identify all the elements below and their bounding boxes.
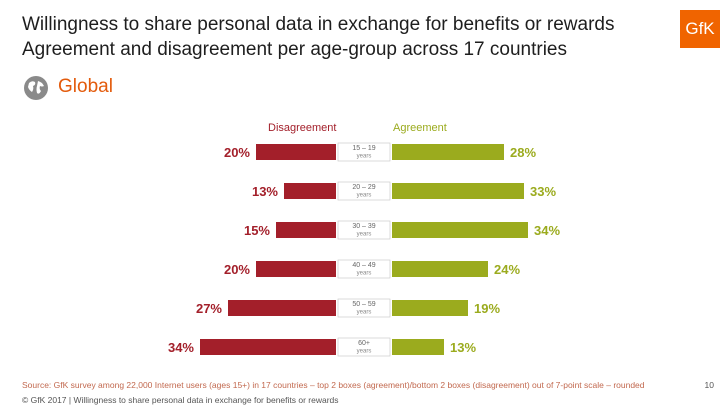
footer-text: © GfK 2017 | Willingness to share person… [22,395,339,405]
age-group-sublabel: years [357,310,372,316]
disagreement-bar [284,183,336,199]
age-group-sublabel: years [357,193,372,199]
age-group-sublabel: years [357,271,372,277]
page-title: Willingness to share personal data in ex… [22,12,615,62]
title-line-1: Willingness to share personal data in ex… [22,14,615,35]
agreement-value-label: 24% [494,262,520,277]
agreement-bar [392,222,528,238]
disagreement-bar [256,261,336,277]
age-group-box [337,259,391,279]
age-group-label: 30 – 39 [352,223,375,230]
disagreement-bar [200,339,336,355]
age-group-box [337,337,391,357]
age-group-sublabel: years [357,232,372,238]
age-group-box [337,298,391,318]
age-group-label: 15 – 19 [352,145,375,152]
gfk-logo: GfK [680,10,720,48]
agreement-bar [392,183,524,199]
agreement-bar [392,339,444,355]
age-group-box [337,220,391,240]
page-number: 10 [704,380,714,390]
agreement-value-label: 28% [510,145,536,160]
disagreement-value-label: 13% [252,184,278,199]
age-group-sublabel: years [357,154,372,160]
agreement-value-label: 34% [534,223,560,238]
disagreement-value-label: 27% [196,301,222,316]
source-note: Source: GfK survey among 22,000 Internet… [22,380,645,390]
agreement-bar [392,261,488,277]
disagreement-bar [256,144,336,160]
agreement-value-label: 19% [474,301,500,316]
agreement-value-label: 33% [530,184,556,199]
title-line-2: Agreement and disagreement per age-group… [22,39,567,60]
disagreement-bar [276,222,336,238]
age-group-box [337,181,391,201]
disagreement-value-label: 20% [224,262,250,277]
age-group-sublabel: years [357,349,372,355]
age-group-box [337,142,391,162]
age-group-label: 40 – 49 [352,262,375,269]
agreement-value-label: 13% [450,340,476,355]
legend-disagreement: Disagreement [268,122,337,134]
disagreement-bar [228,300,336,316]
age-group-label: 60+ [358,340,370,347]
disagreement-value-label: 20% [224,145,250,160]
globe-icon [24,76,48,100]
age-group-label: 50 – 59 [352,301,375,308]
disagreement-value-label: 15% [244,223,270,238]
region-label: Global [58,76,113,97]
age-group-label: 20 – 29 [352,184,375,191]
agreement-bar [392,144,504,160]
agreement-bar [392,300,468,316]
disagreement-value-label: 34% [168,340,194,355]
legend-agreement: Agreement [393,122,447,134]
